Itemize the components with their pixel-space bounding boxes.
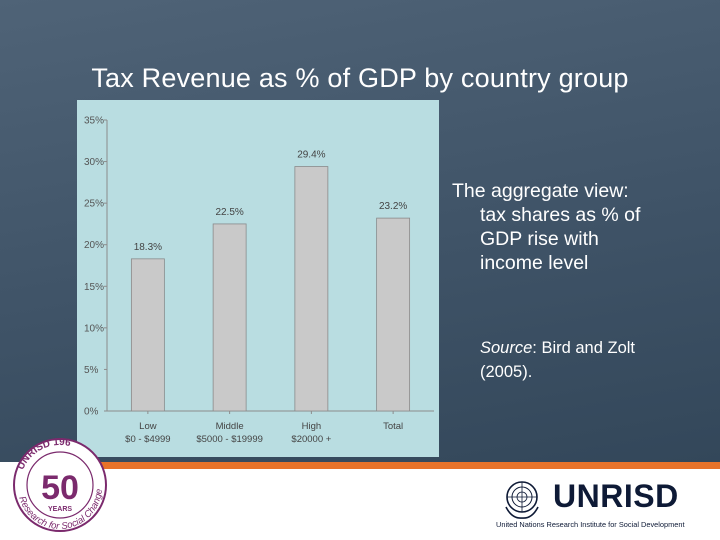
source-label: Source (480, 339, 533, 357)
footer-band (0, 469, 720, 540)
source-text: : Bird and Zolt (532, 339, 635, 357)
x-category-range-label: $5000 - $19999 (196, 434, 263, 445)
bar-chart: 0% 5% 10% 15% 20% 25% 30% 35% 18.3% Low $0 - $4999… (84, 116, 434, 445)
bar (294, 166, 329, 412)
unrisd-logo-text: UNRISD (553, 478, 679, 514)
bar-data-label: 23.2% (379, 201, 407, 212)
x-category-range-label: $20000 + (291, 434, 331, 445)
slide-title: Tax Revenue as % of GDP by country group (91, 63, 629, 93)
y-tick-label: 30% (84, 157, 104, 168)
chart-panel: 0% 5% 10% 15% 20% 25% 30% 35% 18.3% Low $0 - $4999… (77, 100, 439, 457)
badge-inner-ring (26, 451, 94, 519)
bar (212, 223, 247, 412)
y-tick-label: 0% (84, 407, 99, 418)
body-line-2: tax shares as % of (480, 204, 641, 226)
y-tick-label: 10% (84, 323, 104, 334)
unrisd-full-name: United Nations Research Institute for So… (496, 520, 685, 529)
body-line-1: The aggregate view: (452, 180, 629, 202)
y-tick-label: 20% (84, 240, 104, 251)
x-category-range-label: $0 - $4999 (125, 434, 170, 445)
badge-years: YEARS (48, 506, 72, 513)
body-line-4: income level (480, 252, 589, 274)
y-tick-label: 5% (84, 365, 99, 376)
bar-data-label: 18.3% (134, 242, 162, 253)
x-category-label: Low (139, 421, 157, 432)
body-line-3: GDP rise with (480, 228, 599, 250)
x-category-label: Middle (216, 421, 244, 432)
bar-data-label: 29.4% (297, 150, 325, 161)
source-citation: Source: Bird and Zolt (2005). (480, 336, 710, 384)
bar-data-label: 22.5% (215, 207, 243, 218)
source-year: (2005). (480, 363, 533, 381)
bar (130, 258, 165, 412)
badge-number: 50 (41, 469, 79, 507)
x-category-label: High (302, 421, 322, 432)
bar (376, 217, 411, 412)
y-tick-label: 35% (84, 116, 104, 127)
x-category-label: Total (383, 421, 403, 432)
y-tick-label: 25% (84, 199, 104, 210)
un-emblem-icon (505, 481, 539, 519)
anniversary-badge: UNRISD 196 Research for Social Change 50… (13, 437, 107, 532)
accent-bar (100, 462, 720, 469)
y-tick-label: 15% (84, 282, 104, 293)
body-text: The aggregate view: tax shares as % of G… (452, 179, 712, 275)
